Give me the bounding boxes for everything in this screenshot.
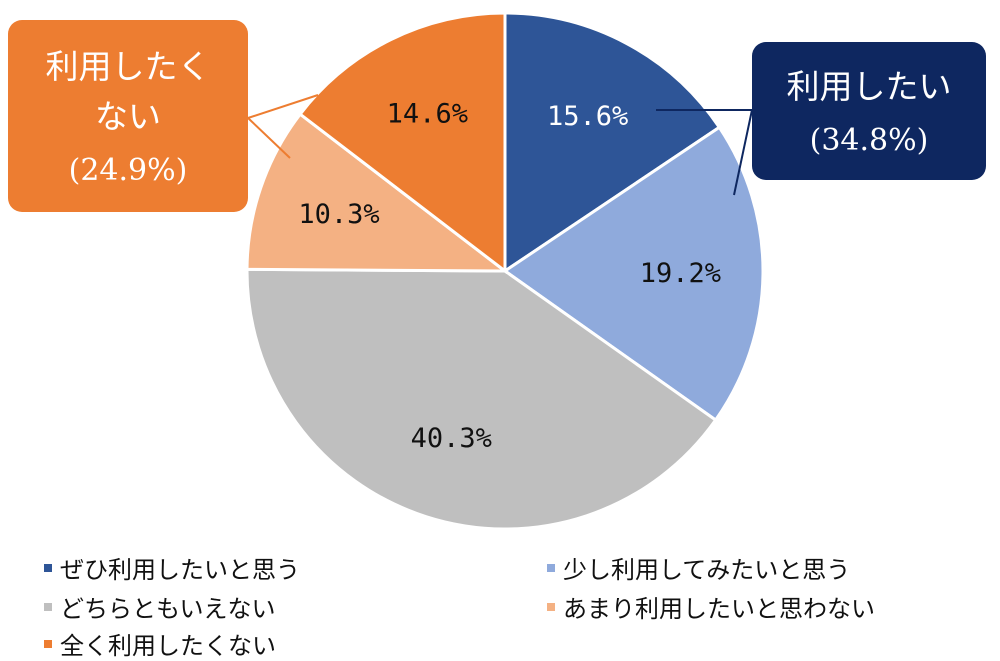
legend-swatch <box>44 602 52 611</box>
pie-slice-zehi <box>503 11 722 274</box>
legend-item: あまり利用したいと思わない <box>547 589 875 624</box>
callout-notwant-leader-line-b <box>247 117 291 159</box>
callout-notwant-title-line2: ない <box>95 97 161 136</box>
callout-notwant-box <box>8 20 248 212</box>
callout-want-box <box>752 42 986 180</box>
callout-want-leader-line-b <box>733 109 753 196</box>
pie-slice-labels: 15.6% 19.2% 40.3% 10.3% 14.6% <box>298 99 721 454</box>
legend-item: 少し利用してみたいと思う <box>547 550 850 585</box>
callout-notwant-percent: (24.9%) <box>69 153 188 188</box>
legend-item: 全く利用したくない <box>44 626 276 661</box>
legend-swatch <box>44 563 52 572</box>
pie-label-mattaku: 14.6% <box>387 99 468 130</box>
legend-swatch <box>44 639 52 648</box>
pie-label-amari: 10.3% <box>298 199 379 230</box>
legend-label: 少し利用してみたいと思う <box>563 556 851 584</box>
callout-want-percent: (34.8%) <box>810 123 929 158</box>
pie-slice-mattaku <box>298 11 507 275</box>
callout-not-want: 利用したく ない (24.9%) <box>8 20 319 212</box>
legend-swatch <box>547 563 555 572</box>
pie-label-zehi: 15.6% <box>547 101 628 132</box>
pie-slices <box>245 11 765 531</box>
legend-label: どちらともいえない <box>60 595 276 623</box>
legend-item: どちらともいえない <box>44 589 276 624</box>
callout-notwant-title-line1: 利用したく <box>46 47 211 86</box>
pie-chart: 15.6%19.2%40.3%10.3%14.6% 利用したい (34.8%) … <box>8 11 986 531</box>
pie-slice-amari <box>245 112 510 273</box>
legend-swatch <box>547 602 555 611</box>
callout-want-title: 利用したい <box>787 67 952 106</box>
pie-label-dochira: 40.3% <box>411 423 492 454</box>
pie-label-sukoshi: 19.2% <box>640 258 721 289</box>
pie-slice-sukoshi <box>502 125 765 423</box>
legend-item: ぜひ利用したいと思う <box>44 550 300 585</box>
callout-want-to-use: 利用したい (34.8%) <box>656 42 986 196</box>
legend-label: あまり利用したいと思わない <box>563 595 875 623</box>
pie-slice-dochira <box>245 267 718 531</box>
callout-notwant-leader-line-a <box>247 94 319 119</box>
legend-label: ぜひ利用したいと思う <box>60 556 300 584</box>
legend-label: 全く利用したくない <box>60 632 276 660</box>
